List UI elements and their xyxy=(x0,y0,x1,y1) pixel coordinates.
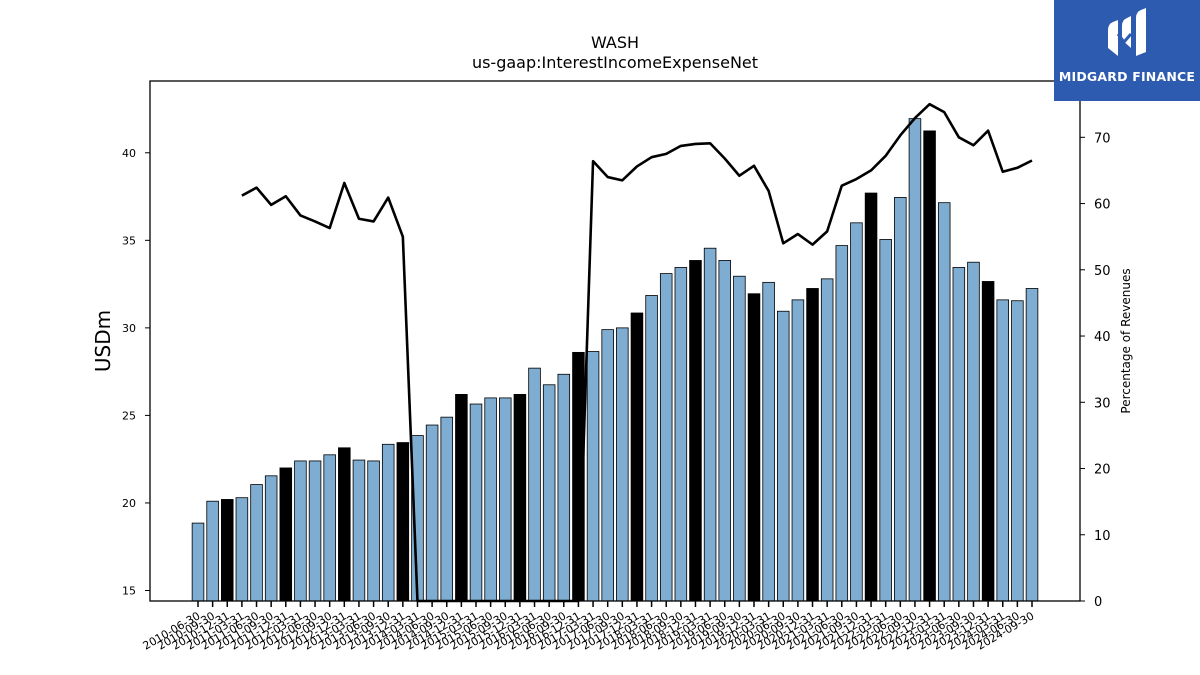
plot-frame xyxy=(149,80,1081,602)
bar xyxy=(469,403,483,602)
bar xyxy=(586,351,600,602)
bar xyxy=(835,245,849,602)
bar xyxy=(703,247,717,602)
brand-logo: MIDGARD FINANCE xyxy=(1054,0,1200,101)
bar xyxy=(791,299,805,602)
y2-tick-label: 20 xyxy=(1094,463,1111,478)
y-tick-label: 20 xyxy=(122,497,136,510)
y-axis-left: 15 20 25 30 35 40 xyxy=(122,147,150,597)
bar xyxy=(820,278,834,602)
bar xyxy=(674,267,688,602)
bar xyxy=(513,393,527,602)
y2-tick-label: 60 xyxy=(1094,198,1111,213)
y2-axis-label: Percentage of Revenues xyxy=(1119,268,1133,413)
bar xyxy=(908,118,922,602)
bar xyxy=(294,460,307,602)
bar xyxy=(996,299,1009,602)
bar xyxy=(630,312,644,602)
bar xyxy=(601,329,614,602)
bar xyxy=(352,459,366,602)
chart-title: WASH xyxy=(590,33,640,52)
y2-tick-label: 40 xyxy=(1094,330,1111,345)
bar xyxy=(806,288,819,602)
bar xyxy=(542,384,556,602)
bar xyxy=(850,222,863,602)
bar xyxy=(484,397,497,602)
bar xyxy=(1025,288,1039,602)
y-tick-label: 35 xyxy=(122,234,136,247)
bar xyxy=(981,281,995,602)
bar xyxy=(733,275,746,602)
bar xyxy=(718,260,731,602)
bar xyxy=(879,239,892,602)
bar xyxy=(279,467,293,602)
x-axis: 2010-06-302010-09-302010-12-312011-03-31… xyxy=(141,601,1037,653)
bar xyxy=(440,416,453,602)
bar xyxy=(264,475,278,602)
bar xyxy=(864,192,878,602)
logo-text: MIDGARD FINANCE xyxy=(1058,69,1196,84)
bar xyxy=(338,447,351,602)
bar xyxy=(747,293,761,602)
bar xyxy=(967,261,980,602)
midgard-logo-icon xyxy=(1108,8,1146,56)
bar xyxy=(645,295,658,602)
bar xyxy=(323,454,336,602)
bar xyxy=(689,260,702,602)
bar xyxy=(250,484,263,602)
y2-tick-label: 30 xyxy=(1094,396,1111,411)
bar xyxy=(557,373,571,602)
y-axis-right: 0 10 20 30 40 50 60 70 xyxy=(1080,131,1111,610)
bar xyxy=(308,460,322,602)
bar xyxy=(206,500,219,602)
bar xyxy=(937,202,951,602)
bar xyxy=(659,273,673,602)
y2-tick-label: 0 xyxy=(1094,595,1102,610)
bar xyxy=(923,130,936,602)
y2-tick-label: 10 xyxy=(1094,529,1111,544)
y2-tick-label: 70 xyxy=(1094,131,1111,146)
percentage-line xyxy=(241,102,1033,603)
bar xyxy=(1011,300,1024,602)
bar xyxy=(894,197,907,602)
bar xyxy=(381,443,395,602)
bar xyxy=(425,424,439,602)
y2-tick-label: 50 xyxy=(1094,264,1111,279)
y-axis-label: USDm xyxy=(91,310,115,372)
bar xyxy=(455,393,468,602)
y-tick-label: 30 xyxy=(122,322,136,335)
bar xyxy=(777,310,790,602)
y-tick-label: 25 xyxy=(122,409,136,422)
bar xyxy=(235,497,249,602)
chart-subtitle: us-gaap:InterestIncomeExpenseNet xyxy=(471,53,759,72)
bar xyxy=(191,522,205,602)
bar xyxy=(528,367,541,602)
bar xyxy=(221,499,234,602)
bar xyxy=(367,460,380,602)
bar xyxy=(396,442,410,602)
bar xyxy=(499,397,512,602)
bar xyxy=(762,281,775,602)
y-tick-label: 40 xyxy=(122,147,136,160)
bar-series xyxy=(191,118,1039,602)
y-tick-label: 15 xyxy=(122,584,136,597)
bar xyxy=(952,267,966,602)
line-series xyxy=(241,102,1033,603)
bar xyxy=(616,327,629,602)
